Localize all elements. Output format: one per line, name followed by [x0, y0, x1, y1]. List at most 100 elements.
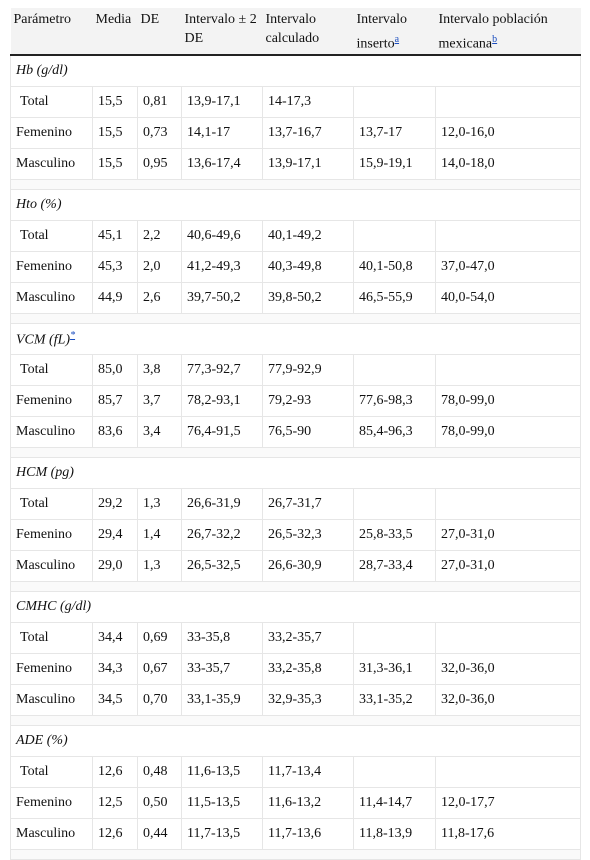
cell: 40,6-49,6	[181, 219, 263, 252]
section-title: Hto (%)	[10, 188, 581, 221]
cell: 12,0-17,7	[435, 786, 581, 819]
row-label: Total	[10, 755, 93, 788]
cell: 15,5	[92, 85, 138, 118]
row-label: Masculino	[10, 549, 93, 582]
cell: 1,4	[137, 518, 182, 551]
data-row: Femenino 45,3 2,0 41,2-49,3 40,3-49,8 40,1-50…	[10, 250, 581, 283]
cell: 37,0-47,0	[435, 250, 581, 283]
row-label: Masculino	[10, 415, 93, 448]
cell: 3,7	[137, 384, 182, 417]
spacer-row	[10, 848, 581, 860]
section-title: ADE (%)	[10, 724, 581, 757]
cell	[435, 353, 581, 386]
row-label: Femenino	[10, 250, 93, 283]
header-text: Intervalo población mexicana	[438, 12, 548, 52]
cell: 76,5-90	[262, 415, 354, 448]
cell: 29,2	[92, 487, 138, 520]
data-row: Total 12,6 0,48 11,6-13,5 11,7-13,4	[10, 755, 581, 788]
section-title-text: Hb (g/dl)	[16, 62, 68, 78]
footnote-ref: a	[395, 32, 399, 45]
section-title-text: Hto (%)	[16, 196, 62, 212]
cell: 77,9-92,9	[262, 353, 354, 386]
cell: 0,44	[137, 817, 182, 850]
spacer-row	[10, 178, 581, 190]
cell: 11,6-13,5	[181, 755, 263, 788]
cell: 32,0-36,0	[435, 652, 581, 685]
cell: 26,5-32,3	[262, 518, 354, 551]
data-row: Femenino 85,7 3,7 78,2-93,1 79,2-93 77,6-98,3…	[10, 384, 581, 417]
spacer-cell	[10, 580, 581, 592]
cell: 27,0-31,0	[435, 549, 581, 582]
row-label: Total	[10, 353, 93, 386]
cell: 39,8-50,2	[262, 281, 354, 314]
column-header: Intervalo calculado	[262, 8, 354, 56]
data-row: Masculino 15,5 0,95 13,6-17,4 13,9-17,1 15,9-…	[10, 147, 581, 180]
cell: 11,6-13,2	[262, 786, 354, 819]
data-row: Femenino 29,4 1,4 26,7-32,2 26,5-32,3 25,8-33…	[10, 518, 581, 551]
cell: 15,9-19,1	[353, 147, 436, 180]
cell: 11,5-13,5	[181, 786, 263, 819]
row-label: Femenino	[10, 116, 93, 149]
cell: 26,6-30,9	[262, 549, 354, 582]
spacer-cell	[10, 178, 581, 190]
footnote-link[interactable]: a	[394, 34, 400, 45]
cell: 34,4	[92, 621, 138, 654]
data-row: Total 85,0 3,8 77,3-92,7 77,9-92,9	[10, 353, 581, 386]
cell: 78,0-99,0	[435, 384, 581, 417]
table-body: Hb (g/dl) Total 15,5 0,81 13,9-17,1 14-17,3 Fe…	[10, 54, 581, 860]
cell: 29,0	[92, 549, 138, 582]
cell	[435, 219, 581, 252]
cell	[435, 621, 581, 654]
cell: 2,0	[137, 250, 182, 283]
column-header: Media	[92, 8, 138, 56]
spacer-cell	[10, 312, 581, 324]
row-label: Total	[10, 487, 93, 520]
cell: 40,1-49,2	[262, 219, 354, 252]
cell: 40,1-50,8	[353, 250, 436, 283]
cell: 15,5	[92, 147, 138, 180]
row-label: Masculino	[10, 683, 93, 716]
footnote-link[interactable]: b	[492, 34, 498, 45]
cell: 11,7-13,5	[181, 817, 263, 850]
data-row: Femenino 15,5 0,73 14,1-17 13,7-16,7 13,7-17 1…	[10, 116, 581, 149]
cell: 13,7-17	[353, 116, 436, 149]
cell: 85,0	[92, 353, 138, 386]
section-title: Hb (g/dl)	[10, 54, 581, 87]
section-title-text: HCM (pg)	[16, 464, 74, 480]
cell: 34,5	[92, 683, 138, 716]
cell: 14-17,3	[262, 85, 354, 118]
cell: 28,7-33,4	[353, 549, 436, 582]
cell	[435, 487, 581, 520]
column-header: Intervalo población mexicanab	[435, 8, 581, 56]
cell: 12,5	[92, 786, 138, 819]
data-row: Masculino 34,5 0,70 33,1-35,9 32,9-35,3 33,1-…	[10, 683, 581, 716]
cell: 32,9-35,3	[262, 683, 354, 716]
data-row: Total 29,2 1,3 26,6-31,9 26,7-31,7	[10, 487, 581, 520]
cell: 11,7-13,4	[262, 755, 354, 788]
cell: 0,73	[137, 116, 182, 149]
cell: 0,48	[137, 755, 182, 788]
section-row: VCM (fL)*	[10, 322, 581, 355]
row-label: Total	[10, 621, 93, 654]
cell: 85,7	[92, 384, 138, 417]
data-row: Femenino 12,5 0,50 11,5-13,5 11,6-13,2 11,4-1…	[10, 786, 581, 819]
cell	[435, 755, 581, 788]
spacer-cell	[10, 446, 581, 458]
section-title-text: VCM (fL)	[16, 332, 71, 348]
cell: 77,3-92,7	[181, 353, 263, 386]
cell: 3,4	[137, 415, 182, 448]
footnote-link[interactable]: *	[70, 330, 76, 342]
cell: 78,2-93,1	[181, 384, 263, 417]
cell: 26,5-32,5	[181, 549, 263, 582]
row-label: Total	[10, 219, 93, 252]
cell: 44,9	[92, 281, 138, 314]
cell: 1,3	[137, 487, 182, 520]
row-label: Masculino	[10, 147, 93, 180]
cell: 85,4-96,3	[353, 415, 436, 448]
cell: 12,6	[92, 755, 138, 788]
cell: 11,7-13,6	[262, 817, 354, 850]
column-header: Intervalo insertoa	[353, 8, 436, 56]
cell: 29,4	[92, 518, 138, 551]
cell: 11,4-14,7	[353, 786, 436, 819]
cell: 45,1	[92, 219, 138, 252]
